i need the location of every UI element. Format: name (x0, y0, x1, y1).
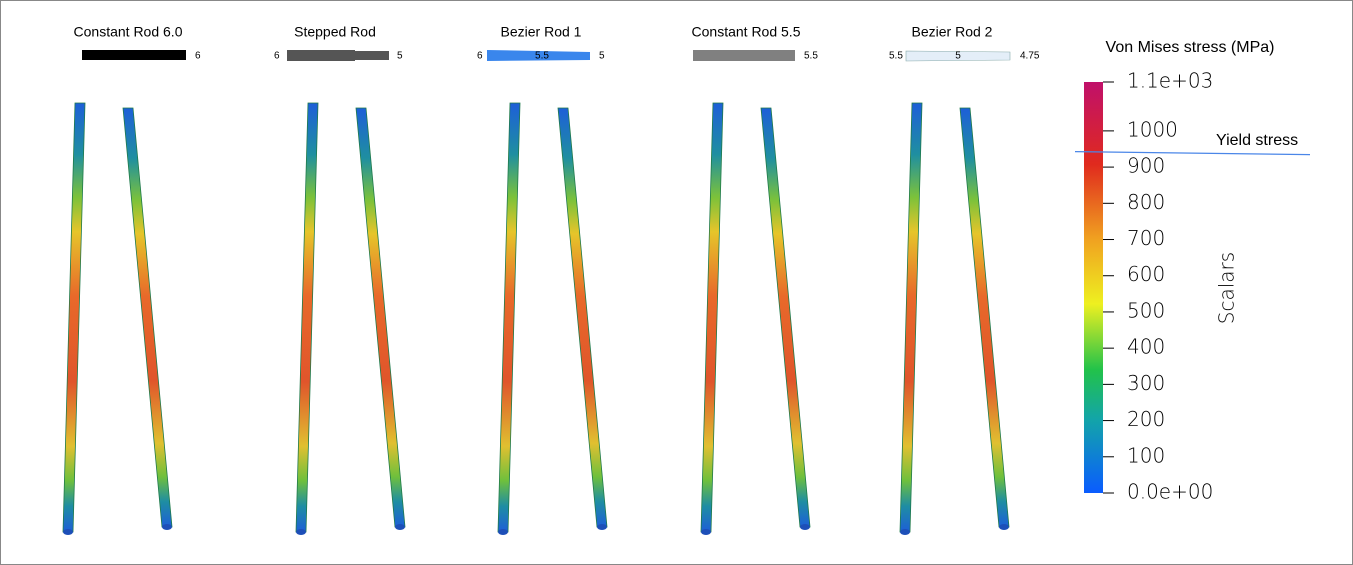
rod-end (701, 529, 711, 535)
rod-title: Constant Rod 5.5 (692, 24, 801, 40)
rod-end (900, 529, 910, 535)
rod-end (162, 524, 172, 530)
rod (63, 103, 85, 532)
rod-title: Constant Rod 6.0 (74, 24, 183, 40)
profile-label: 5 (397, 51, 403, 62)
figure: Constant Rod 6.0 6 Stepped Rod 6 5 Bezier Rod… (0, 0, 1353, 565)
tick-label: 700 (1127, 226, 1165, 250)
profile-label: 5.5 (535, 51, 549, 62)
rod-title: Stepped Rod (294, 24, 376, 40)
yield-label: Yield stress (1216, 132, 1298, 149)
rod (296, 103, 318, 532)
profile-label: 6 (274, 51, 280, 62)
rod-end (999, 524, 1009, 530)
rod (761, 108, 810, 527)
tick-label: 1.1e+03 (1127, 69, 1213, 93)
colorbar-ticks: 1.1e+03 1000 900 800 700 600 500 400 300 200 100 0.… (1075, 69, 1310, 504)
tick-label: 500 (1127, 298, 1165, 322)
rod (960, 108, 1009, 527)
colorbar-axis-label: Scalars (1215, 252, 1239, 324)
rod (900, 103, 922, 532)
tick-label: 400 (1127, 335, 1165, 359)
colorbar-title: Von Mises stress (MPa) (1106, 39, 1275, 56)
rod-end (296, 529, 306, 535)
profile-label: 5 (955, 51, 961, 62)
rod-end (800, 524, 810, 530)
rod (356, 108, 405, 527)
tick-label: 0.0e+00 (1127, 480, 1213, 504)
tick-label: 900 (1127, 154, 1165, 178)
yield-line (1075, 152, 1310, 155)
tick-label: 200 (1127, 407, 1165, 431)
profile (355, 51, 389, 60)
profile-label: 5 (599, 51, 605, 62)
profile-label: 5.5 (889, 51, 903, 62)
rod-end (63, 529, 73, 535)
profile-label: 5.5 (804, 51, 818, 62)
profile (693, 50, 795, 61)
rod (123, 108, 172, 527)
rods: Constant Rod 6.0 6 Stepped Rod 6 5 Bezier Rod… (63, 24, 1040, 535)
rod-end (597, 524, 607, 530)
rod (558, 108, 607, 527)
profile (82, 50, 186, 60)
color-bar (1084, 82, 1103, 493)
rod-title: Bezier Rod 2 (912, 24, 993, 40)
profile (287, 50, 355, 61)
rod (498, 103, 520, 532)
tick-label: 100 (1127, 443, 1165, 467)
tick-label: 300 (1127, 371, 1165, 395)
profile-label: 4.75 (1020, 51, 1040, 62)
profile-label: 6 (195, 51, 201, 62)
tick-label: 800 (1127, 190, 1165, 214)
tick-label: 600 (1127, 262, 1165, 286)
profile-label: 6 (477, 51, 483, 62)
rod (701, 103, 723, 532)
rod-title: Bezier Rod 1 (501, 24, 582, 40)
tick-label: 1000 (1127, 117, 1178, 141)
rod-end (498, 529, 508, 535)
rod-end (395, 524, 405, 530)
